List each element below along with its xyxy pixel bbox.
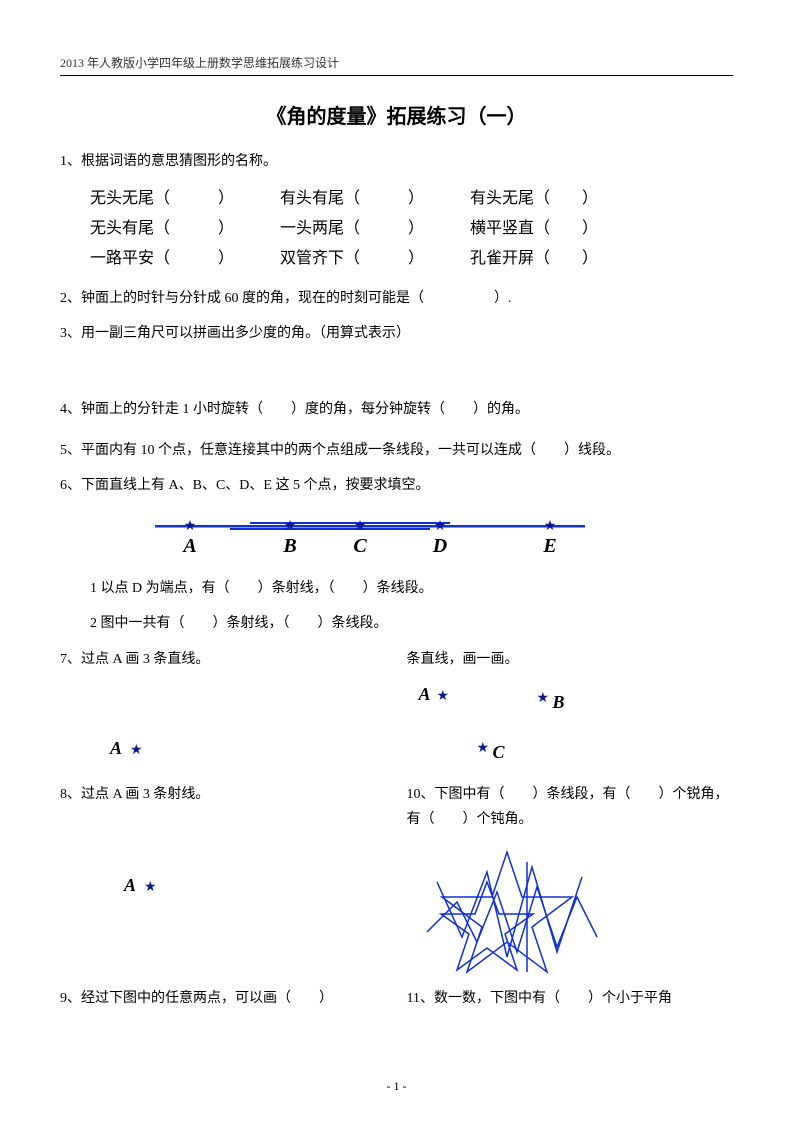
q9: 9、经过下图中的任意两点，可以画（ ）: [60, 986, 387, 1011]
q7-star-a2: ★: [437, 688, 450, 705]
q8: 8、过点 A 画 3 条射线。: [60, 782, 387, 807]
q1-r3c3: 孔雀开屏（ ）: [470, 244, 660, 268]
q7-star-a: ★: [130, 742, 143, 759]
q1-r3c2: 双管齐下（ ）: [280, 244, 470, 268]
q7-label-b: B: [553, 692, 565, 713]
q4: 4、钟面上的分针走 1 小时旋转（ ）度的角，每分钟旋转（ ）的角。: [60, 397, 733, 422]
q1-r1c1: 无头无尾（ ）: [90, 184, 280, 208]
q7-right-figure: ★ A ★ B ★ C: [407, 682, 734, 782]
q7-left: 7、过点 A 画 3 条直线。: [60, 647, 387, 672]
svg-text:C: C: [353, 535, 367, 557]
svg-text:★: ★: [544, 519, 557, 534]
header-underline: [60, 75, 733, 76]
page-footer: - 1 -: [0, 1079, 793, 1094]
q2: 2、钟面上的时针与分针成 60 度的角，现在的时刻可能是（ ）.: [60, 286, 733, 311]
q8-label-a: A: [124, 875, 136, 896]
q1-r2c3: 横平竖直（ ）: [470, 214, 660, 238]
q7-label-a2: A: [419, 684, 431, 705]
q7-right: 条直线，画一画。: [407, 647, 734, 672]
svg-text:★: ★: [184, 519, 197, 534]
svg-text:★: ★: [284, 519, 297, 534]
q1-r2c1: 无头有尾（ ）: [90, 214, 280, 238]
q7-star-c: ★: [477, 740, 490, 757]
q8-figure: ★ A: [60, 817, 387, 937]
doc-header: 2013 年人教版小学四年级上册数学思维拓展练习设计: [60, 54, 733, 71]
q1-r1c3: 有头无尾（ ）: [470, 184, 660, 208]
q10: 10、下图中有（ ）条线段，有（ ）个锐角，有（ ）个钝角。: [407, 782, 734, 832]
svg-text:E: E: [542, 535, 556, 557]
q7-left-figure: ★ A: [60, 682, 387, 782]
svg-text:D: D: [432, 535, 447, 557]
q7-label-a: A: [110, 738, 122, 759]
q10-star-figure: [407, 842, 734, 982]
q6-sub2: 2 图中一共有（ ）条射线，（ ）条线段。: [90, 611, 733, 636]
q1-stem: 1、根据词语的意思猜图形的名称。: [60, 149, 733, 174]
q1-r1c2: 有头有尾（ ）: [280, 184, 470, 208]
q11: 11、数一数，下图中有（ ）个小于平角: [407, 986, 734, 1011]
svg-text:★: ★: [354, 519, 367, 534]
q6-line-figure: ★ ★ ★ ★ ★ A B C D E: [150, 508, 733, 558]
q7-label-c: C: [493, 742, 505, 763]
q1-r2c2: 一头两尾（ ）: [280, 214, 470, 238]
svg-text:B: B: [282, 535, 296, 557]
q1-r3c1: 一路平安（ ）: [90, 244, 280, 268]
svg-text:★: ★: [434, 519, 447, 534]
q7-star-b: ★: [537, 690, 550, 707]
q6-sub1: 1 以点 D 为端点，有（ ）条射线，（ ）条线段。: [90, 576, 733, 601]
q8-star-a: ★: [144, 879, 157, 896]
q5: 5、平面内有 10 个点，任意连接其中的两个点组成一条线段，一共可以连成（ ）线…: [60, 438, 733, 463]
q6-stem: 6、下面直线上有 A、B、C、D、E 这 5 个点，按要求填空。: [60, 473, 733, 498]
svg-text:A: A: [181, 535, 196, 557]
q3: 3、用一副三角尺可以拼画出多少度的角。（用算式表示）: [60, 321, 733, 346]
page-title: 《角的度量》拓展练习（一）: [60, 100, 733, 129]
